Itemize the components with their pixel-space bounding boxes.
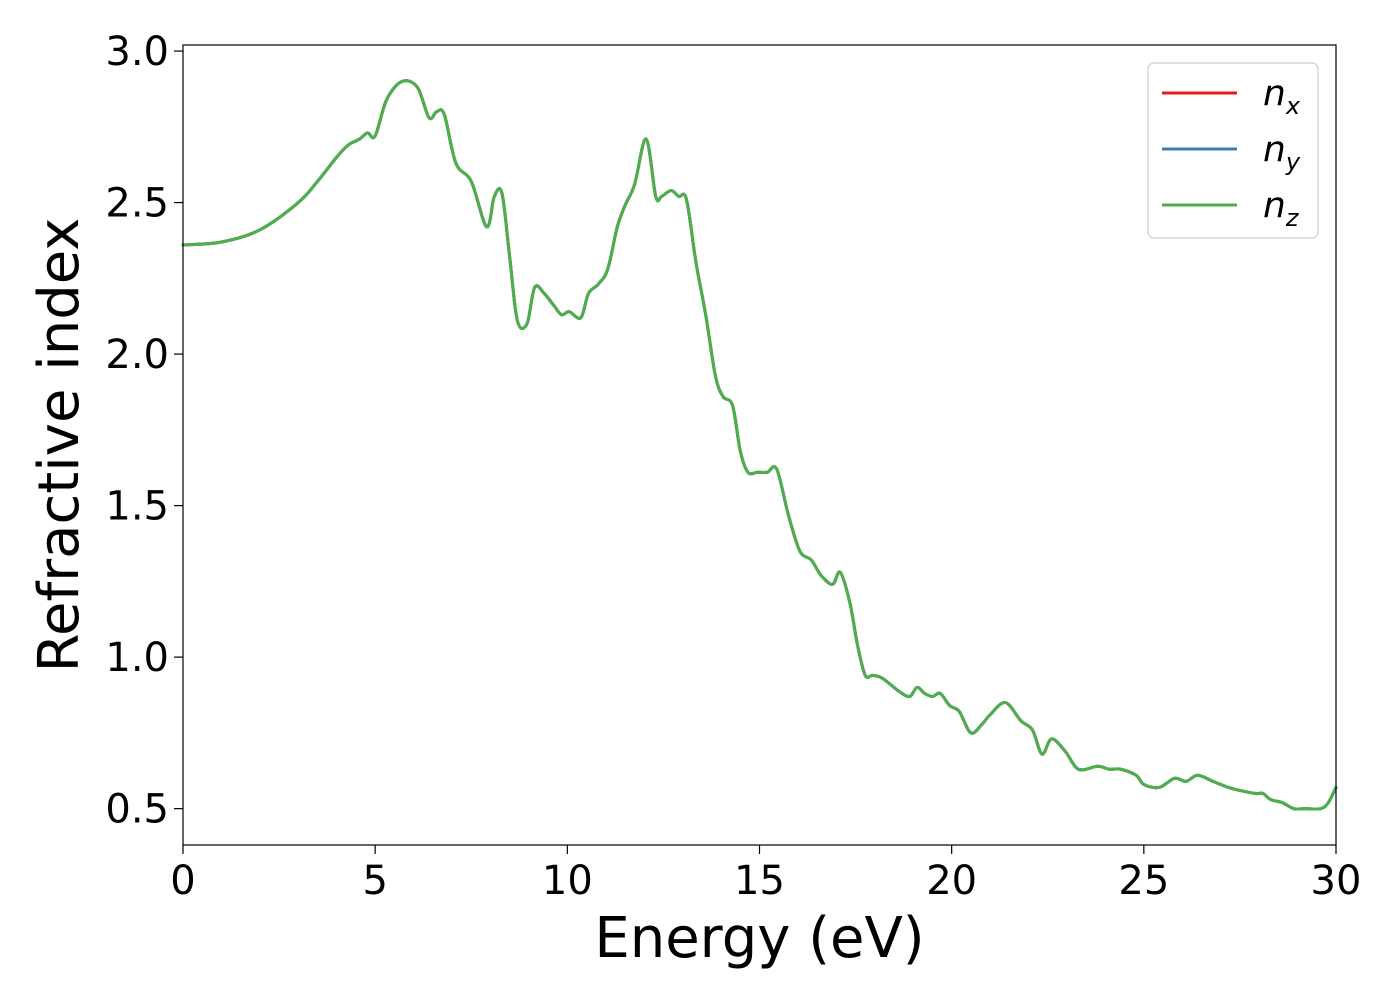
y-tick-label: 2.0 [105, 332, 169, 378]
x-tick-label: 20 [926, 858, 977, 904]
x-tick-label: 0 [170, 858, 195, 904]
y-axis-title: Refractive index [27, 218, 92, 673]
x-tick-label: 30 [1311, 858, 1362, 904]
series-line-nz [181, 79, 1338, 811]
y-axis-ticks: 0.5 1.0 1.5 2.0 2.5 3.0 [105, 29, 183, 833]
legend-subscript: z [1285, 204, 1300, 232]
x-tick-label: 10 [542, 858, 593, 904]
y-tick-label: 3.0 [105, 29, 169, 75]
y-tick-label: 0.5 [105, 787, 169, 833]
x-tick-label: 15 [734, 858, 785, 904]
series-layer [181, 79, 1338, 811]
legend-label-nx: nx [1263, 73, 1301, 120]
legend-subscript: x [1285, 92, 1301, 120]
plot-frame [182, 44, 1337, 846]
legend-subscript: y [1285, 148, 1301, 176]
legend-symbol: n [1263, 73, 1286, 114]
legend-symbol: n [1263, 129, 1286, 170]
y-tick-label: 2.5 [105, 181, 169, 227]
legend-symbol: n [1263, 185, 1286, 226]
x-axis-title: Energy (eV) [594, 906, 924, 971]
x-tick-label: 25 [1118, 858, 1169, 904]
x-axis-ticks: 0 5 10 15 20 25 30 [170, 845, 1361, 904]
legend-label-nz: nz [1263, 185, 1300, 232]
legend-label-ny: ny [1263, 129, 1301, 176]
y-tick-label: 1.5 [105, 484, 169, 530]
x-tick-label: 5 [362, 858, 387, 904]
y-tick-label: 1.0 [105, 635, 169, 681]
